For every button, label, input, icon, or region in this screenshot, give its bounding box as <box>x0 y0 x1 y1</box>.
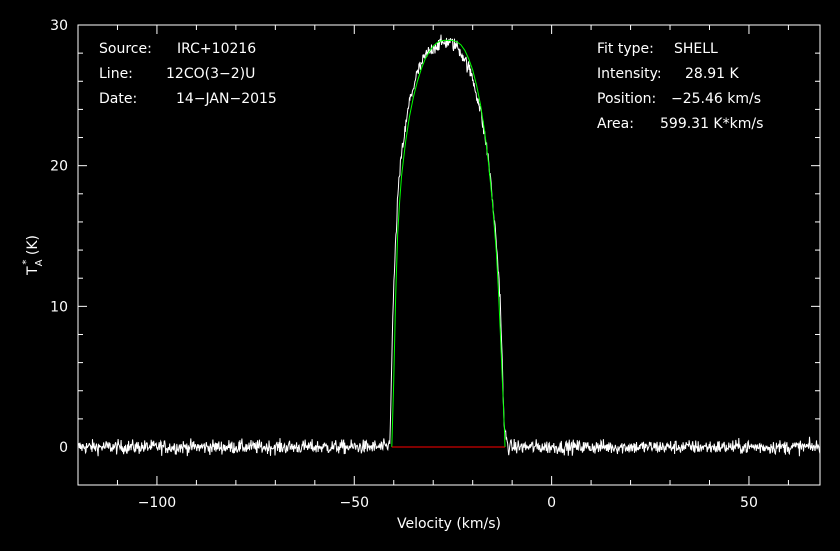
x-tick-labels: −100 −50 0 50 <box>138 495 758 511</box>
y-axis-label-sup: * <box>21 260 32 265</box>
x-axis-label: Velocity (km/s) <box>397 516 501 532</box>
y-axis-label: TA* (K) <box>21 235 45 276</box>
info-intensity-value: 28.91 K <box>685 66 740 82</box>
y-tick-label: 20 <box>50 159 68 175</box>
plot-frame <box>77 24 821 486</box>
axis-ticks <box>77 24 820 485</box>
series-fit-line <box>391 39 506 448</box>
x-tick-label: 50 <box>740 495 758 511</box>
info-date-value: 14−JAN−2015 <box>176 91 277 107</box>
y-tick-label: 30 <box>50 18 68 34</box>
y-tick-label: 10 <box>50 299 68 315</box>
info-area-value: 599.31 K*km/s <box>660 116 763 132</box>
info-fit-type-value: SHELL <box>674 41 718 57</box>
x-tick-label: −100 <box>138 495 176 511</box>
info-position-key: Position: <box>597 91 656 107</box>
info-left: Source: IRC+10216 Line: 12CO(3−2)U Date:… <box>99 41 277 107</box>
x-tick-label: −50 <box>340 495 370 511</box>
info-fit-type-key: Fit type: <box>597 41 654 57</box>
y-axis-label-unit: (K) <box>25 235 41 260</box>
y-axis-label-sub: A <box>34 259 45 266</box>
info-position-value: −25.46 km/s <box>671 91 761 107</box>
info-line-key: Line: <box>99 66 133 82</box>
y-axis-label-main: T <box>25 266 41 276</box>
y-tick-labels: 0 10 20 30 <box>50 18 68 456</box>
info-date-key: Date: <box>99 91 137 107</box>
info-source-value: IRC+10216 <box>177 41 256 57</box>
info-intensity-key: Intensity: <box>597 66 662 82</box>
info-right: Fit type: SHELL Intensity: 28.91 K Posit… <box>597 41 763 132</box>
series-spectrum-line <box>77 34 821 457</box>
info-line-value: 12CO(3−2)U <box>166 66 255 82</box>
y-tick-label: 0 <box>59 440 68 456</box>
x-tick-label: 0 <box>547 495 556 511</box>
info-area-key: Area: <box>597 116 634 132</box>
info-source-key: Source: <box>99 41 152 57</box>
series-layer <box>77 34 821 457</box>
